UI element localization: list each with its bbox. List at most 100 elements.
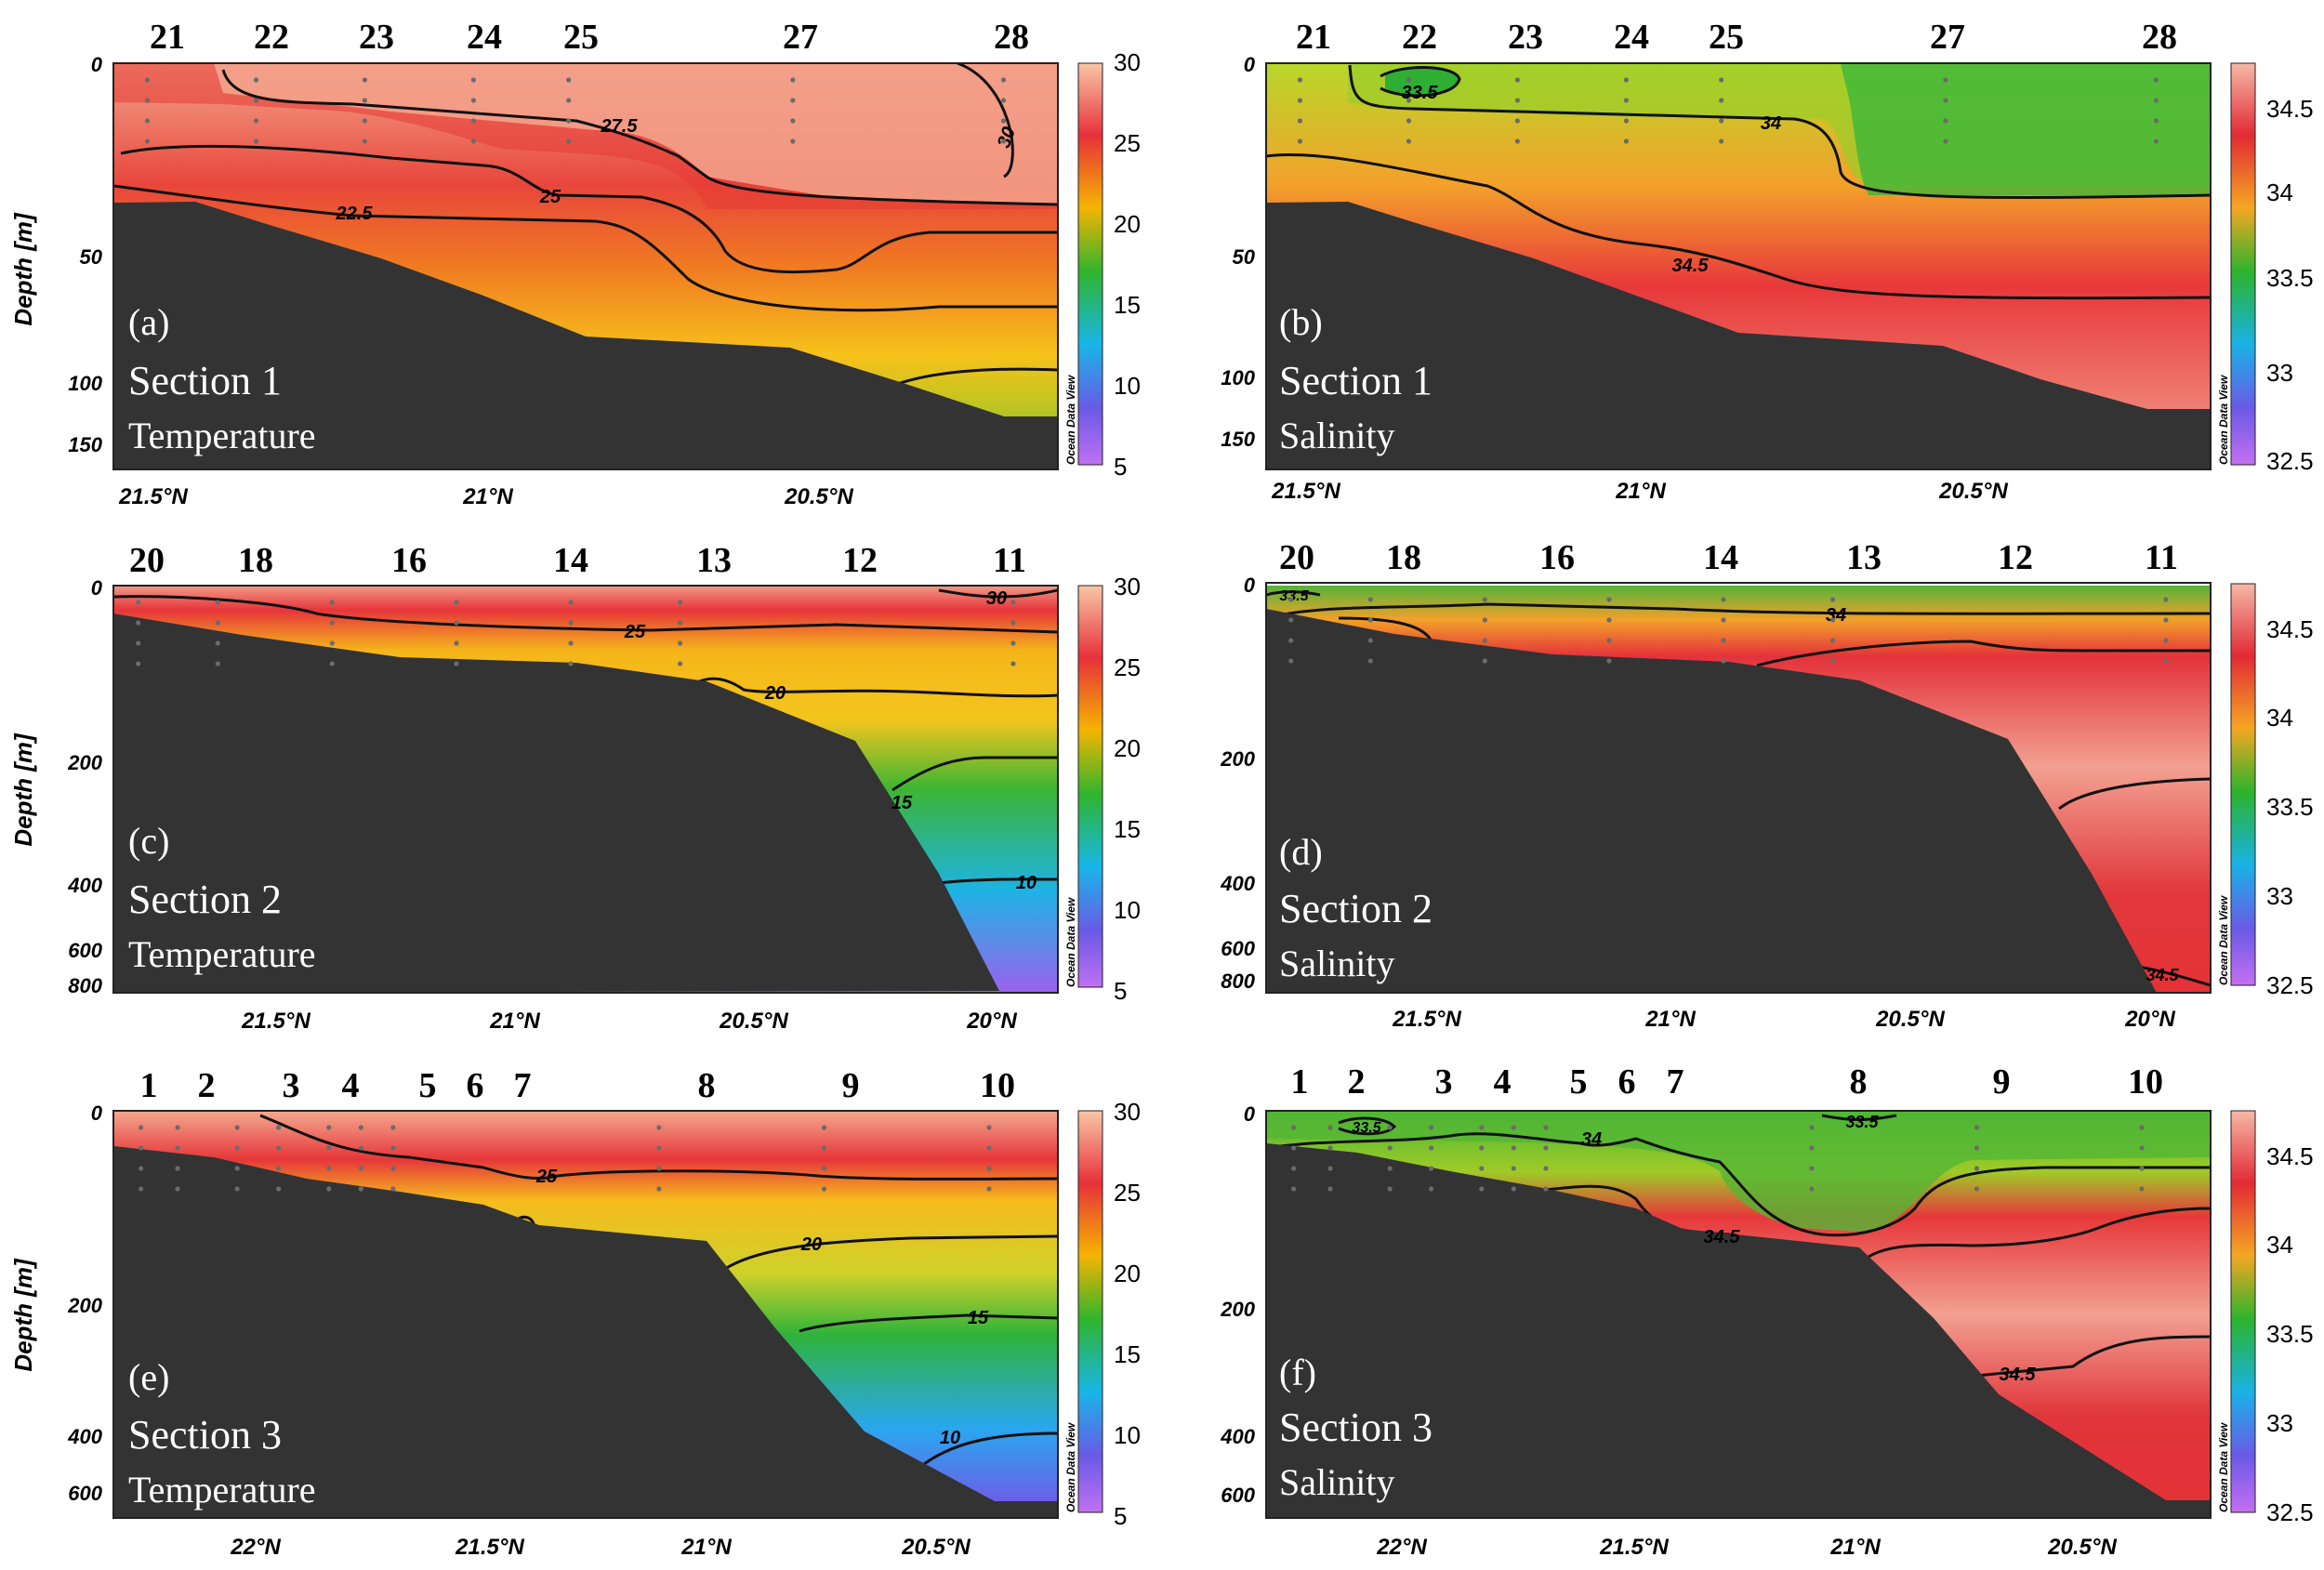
sample-point — [234, 1166, 240, 1171]
sample-point — [1974, 1125, 1980, 1130]
sample-point — [175, 1166, 180, 1171]
sample-point — [253, 77, 259, 83]
sample-point — [1010, 640, 1016, 646]
sample-point — [1943, 98, 1948, 103]
sample-point — [1387, 1125, 1393, 1130]
station-label: 5 — [1570, 1062, 1588, 1102]
sample-point — [1297, 139, 1303, 144]
colorbar-tick-label: 15 — [1114, 291, 1141, 319]
contour-label: 15 — [891, 793, 913, 813]
station-label: 7 — [1667, 1062, 1684, 1102]
station-label: 2 — [198, 1066, 216, 1105]
sample-point — [2153, 118, 2159, 124]
y-tick-label: 100 — [68, 372, 102, 395]
sample-point — [390, 1166, 396, 1171]
sample-point — [454, 640, 459, 646]
sample-point — [1623, 77, 1629, 83]
station-label: 23 — [359, 18, 394, 57]
station-label: 12 — [1998, 538, 2033, 577]
colorbar-tick-label: 5 — [1114, 453, 1127, 481]
sample-point — [1367, 617, 1373, 623]
x-tick-label: 21.5°N — [241, 1009, 310, 1034]
contour-label: 27.5 — [601, 116, 639, 137]
sample-point — [175, 1145, 180, 1151]
station-label: 9 — [1993, 1062, 2011, 1102]
contour-line — [891, 756, 1058, 792]
y-tick-label: 800 — [1221, 970, 1255, 993]
sample-point — [2163, 617, 2169, 623]
sample-point — [144, 139, 151, 144]
colorbar-watermark: Ocean Data View — [1064, 375, 1077, 465]
sample-point — [1623, 118, 1629, 124]
station-label: 4 — [1494, 1062, 1512, 1102]
station-label: 10 — [980, 1066, 1015, 1105]
colorbar-tick-label: 5 — [1114, 977, 1127, 1005]
colorbar-tick-label: 10 — [1114, 1421, 1141, 1449]
sample-point — [329, 640, 335, 646]
contour-line — [1380, 66, 1461, 98]
sample-point — [1511, 1145, 1516, 1151]
contour-label: 33.5 — [1845, 1113, 1879, 1131]
sample-point — [215, 640, 220, 646]
variable-title: Salinity — [1279, 415, 1394, 456]
y-tick-label: 200 — [1220, 747, 1255, 771]
sample-point — [454, 600, 459, 605]
contour-line — [221, 69, 1058, 206]
sample-point — [1511, 1186, 1516, 1192]
x-tick-label: 20°N — [2124, 1007, 2175, 1032]
colorbar-tick-label: 32.5 — [2266, 1498, 2314, 1526]
contour-label: 33.5 — [1402, 83, 1439, 103]
y-tick-label: 50 — [1233, 245, 1256, 269]
sample-point — [215, 661, 220, 666]
sample-point — [1429, 1166, 1434, 1171]
colorbar-tick-label: 30 — [1114, 573, 1141, 600]
station-label: 22 — [254, 18, 289, 57]
x-tick-label: 21.5°N — [1599, 1535, 1669, 1560]
contour-line — [2137, 965, 2211, 987]
sample-point — [1623, 139, 1629, 144]
station-label: 6 — [1618, 1062, 1636, 1102]
contour-line — [957, 63, 1014, 178]
colorbar-tick-label: 15 — [1114, 815, 1141, 843]
sample-point — [2163, 658, 2169, 664]
y-tick-label: 0 — [1244, 1102, 1256, 1126]
sample-point — [821, 1186, 827, 1192]
x-tick-label: 20.5°N — [784, 484, 853, 509]
sample-point — [2163, 638, 2169, 643]
colorbar-watermark: Ocean Data View — [1064, 1422, 1077, 1512]
sample-point — [790, 139, 796, 144]
contour-label: 34 — [1581, 1129, 1602, 1150]
variable-title: Salinity — [1279, 1461, 1394, 1503]
panel-a: 21 22 23 24 25 27 28 0 50 100 150 Depth … — [9, 18, 1141, 509]
seafloor — [113, 202, 1058, 469]
colorbar-tick-label: 33.5 — [2266, 1320, 2314, 1348]
sample-point — [566, 139, 572, 144]
sample-point — [362, 118, 367, 124]
contour-label: 33.5 — [1352, 1120, 1381, 1136]
contour-line — [1338, 616, 1433, 642]
seafloor — [1266, 202, 2211, 469]
y-axis-label: Depth [m] — [9, 732, 37, 847]
sample-point — [1943, 77, 1948, 83]
panel-tag: (b) — [1279, 301, 1323, 343]
sample-point — [358, 1166, 363, 1171]
sample-point — [139, 1186, 144, 1192]
sample-point — [1000, 98, 1007, 103]
sample-point — [1606, 638, 1612, 643]
sample-point — [821, 1145, 827, 1151]
sample-point — [362, 98, 367, 103]
contour-line — [1348, 64, 2211, 199]
colorbar-watermark: Ocean Data View — [2217, 895, 2230, 985]
sample-point — [390, 1186, 396, 1192]
sample-point — [1719, 77, 1724, 83]
sample-point — [144, 118, 151, 124]
contour-label: 34.5 — [1704, 1227, 1741, 1247]
sample-point — [566, 118, 572, 124]
sample-point — [1606, 658, 1612, 664]
sample-point — [1482, 597, 1487, 602]
sample-point — [1543, 1166, 1549, 1171]
y-tick-label: 400 — [67, 1425, 102, 1448]
sample-point — [1606, 617, 1612, 623]
sample-point — [1288, 658, 1294, 664]
station-label: 28 — [994, 18, 1029, 57]
